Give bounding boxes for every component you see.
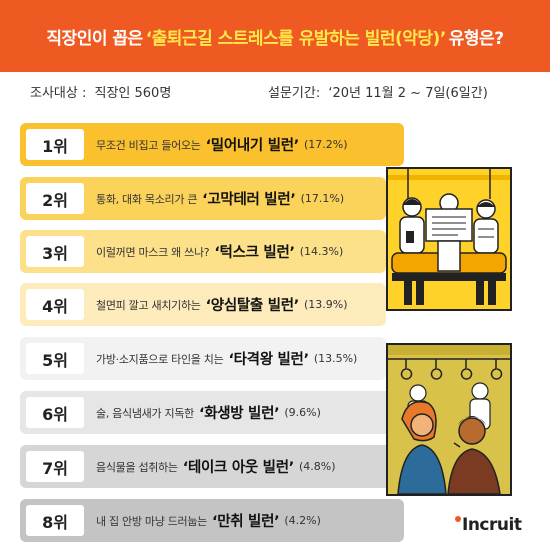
villain-description: 통화, 대화 목소리가 큰 bbox=[96, 192, 198, 206]
rank-label: 6위 bbox=[26, 397, 84, 428]
villain-percent: (17.1%) bbox=[300, 192, 345, 205]
villain-name: ‘타격왕 빌런’ bbox=[228, 352, 309, 368]
villain-description: 음식물을 섭취하는 bbox=[96, 460, 178, 474]
villain-description: 내 집 안방 마냥 드러눕는 bbox=[96, 514, 207, 528]
subway-standing-illustration bbox=[386, 343, 512, 496]
rank-label: 3위 bbox=[26, 236, 84, 267]
villain-percent: (9.6%) bbox=[284, 406, 321, 419]
subway-seat-illustration bbox=[386, 167, 512, 311]
rank-label: 8위 bbox=[26, 505, 84, 536]
villain-name: ‘테이크 아웃 빌런’ bbox=[182, 460, 295, 476]
logo-dot bbox=[455, 516, 461, 522]
villain-percent: (13.9%) bbox=[304, 298, 348, 311]
rank-row: 1위 무조건 비집고 들어오는 ‘밀어내기 빌런’ (17.2%) bbox=[20, 123, 404, 166]
title-after: 유형은? bbox=[448, 28, 504, 49]
survey-target-label: 조사대상 : bbox=[30, 86, 87, 101]
rank-text: 철면피 깔고 새치기하는 ‘양심탈출 빌런’ (13.9%) bbox=[96, 283, 348, 326]
villain-percent: (13.5%) bbox=[313, 352, 358, 365]
survey-period-value: ‘20년 11월 2 ~ 7일(6일간) bbox=[328, 86, 488, 101]
villain-name: ‘화생방 빌런’ bbox=[198, 406, 280, 422]
logo-text: Incruit bbox=[462, 515, 522, 535]
rank-text: 내 집 안방 마냥 드러눕는 ‘만취 빌런’ (4.2%) bbox=[96, 499, 321, 542]
rank-row: 3위 이럴꺼면 마스크 왜 쓰나? ‘턱스크 빌런’ (14.3%) bbox=[20, 230, 386, 273]
villain-description: 가방·소지품으로 타인을 치는 bbox=[96, 352, 224, 366]
rank-label: 1위 bbox=[26, 129, 84, 160]
villain-name: ‘고막테러 빌런’ bbox=[202, 192, 296, 208]
rank-text: 가방·소지품으로 타인을 치는 ‘타격왕 빌런’ (13.5%) bbox=[96, 337, 357, 380]
villain-description: 술, 음식냄새가 지독한 bbox=[96, 406, 194, 420]
villain-percent: (14.3%) bbox=[299, 245, 344, 258]
villain-description: 무조건 비집고 들어오는 bbox=[96, 138, 201, 152]
rank-label: 2위 bbox=[26, 183, 84, 214]
title-banner bbox=[0, 0, 550, 72]
rank-row: 4위 철면피 깔고 새치기하는 ‘양심탈출 빌런’ (13.9%) bbox=[20, 283, 386, 326]
rank-row: 2위 통화, 대화 목소리가 큰 ‘고막테러 빌런’ (17.1%) bbox=[20, 177, 386, 220]
survey-period: 설문기간: ‘20년 11월 2 ~ 7일(6일간) bbox=[268, 82, 492, 102]
villain-percent: (17.2%) bbox=[304, 138, 348, 151]
subway-standing-passengers-illustration bbox=[388, 345, 510, 494]
title-highlight: ‘출퇴근길 스트레스를 유발하는 빌런(악당)’ bbox=[145, 28, 447, 49]
subway-seat-passengers-illustration bbox=[388, 169, 510, 309]
villain-name: ‘턱스크 빌런’ bbox=[214, 245, 295, 261]
survey-period-label: 설문기간: bbox=[268, 86, 321, 101]
rank-row: 5위 가방·소지품으로 타인을 치는 ‘타격왕 빌런’ (13.5%) bbox=[20, 337, 386, 380]
incruit-logo: Incruit bbox=[455, 513, 522, 537]
rank-text: 음식물을 섭취하는 ‘테이크 아웃 빌런’ (4.8%) bbox=[96, 445, 336, 488]
rank-label: 7위 bbox=[26, 451, 84, 482]
villain-percent: (4.8%) bbox=[298, 460, 336, 473]
villain-name: ‘밀어내기 빌런’ bbox=[205, 138, 300, 154]
villain-description: 이럴꺼면 마스크 왜 쓰나? bbox=[96, 245, 210, 259]
rank-label: 5위 bbox=[26, 343, 84, 374]
villain-name: ‘만취 빌런’ bbox=[212, 514, 280, 530]
rank-text: 이럴꺼면 마스크 왜 쓰나? ‘턱스크 빌런’ (14.3%) bbox=[96, 230, 343, 273]
rank-row: 6위 술, 음식냄새가 지독한 ‘화생방 빌런’ (9.6%) bbox=[20, 391, 404, 434]
rank-label: 4위 bbox=[26, 289, 84, 320]
villain-percent: (4.2%) bbox=[284, 514, 321, 527]
villain-name: ‘양심탈출 빌런’ bbox=[205, 298, 300, 314]
survey-target-value: 직장인 560명 bbox=[94, 86, 172, 101]
title-before: 직장인이 꼽은 bbox=[46, 28, 143, 49]
rank-row: 8위 내 집 안방 마냥 드러눕는 ‘만취 빌런’ (4.2%) bbox=[20, 499, 404, 542]
rank-text: 술, 음식냄새가 지독한 ‘화생방 빌런’ (9.6%) bbox=[96, 391, 321, 434]
rank-row: 7위 음식물을 섭취하는 ‘테이크 아웃 빌런’ (4.8%) bbox=[20, 445, 404, 488]
villain-description: 철면피 깔고 새치기하는 bbox=[96, 298, 201, 312]
rank-text: 무조건 비집고 들어오는 ‘밀어내기 빌런’ (17.2%) bbox=[96, 123, 348, 166]
survey-target: 조사대상 : 직장인 560명 bbox=[30, 82, 175, 102]
rank-text: 통화, 대화 목소리가 큰 ‘고막테러 빌런’ (17.1%) bbox=[96, 177, 344, 220]
chart-title: 직장인이 꼽은 ‘출퇴근길 스트레스를 유발하는 빌런(악당)’ 유형은? bbox=[0, 0, 550, 72]
